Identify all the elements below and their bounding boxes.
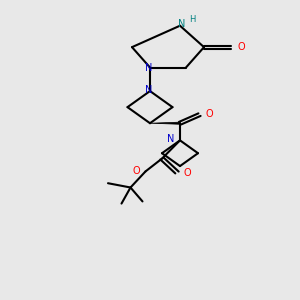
Text: N: N (167, 134, 175, 144)
Text: H: H (189, 15, 196, 24)
Text: N: N (145, 85, 152, 95)
Polygon shape (150, 122, 180, 124)
Text: O: O (183, 167, 191, 178)
Text: O: O (206, 109, 213, 118)
Text: O: O (132, 167, 140, 176)
Text: N: N (145, 62, 152, 73)
Text: N: N (178, 19, 185, 28)
Text: O: O (238, 42, 245, 52)
